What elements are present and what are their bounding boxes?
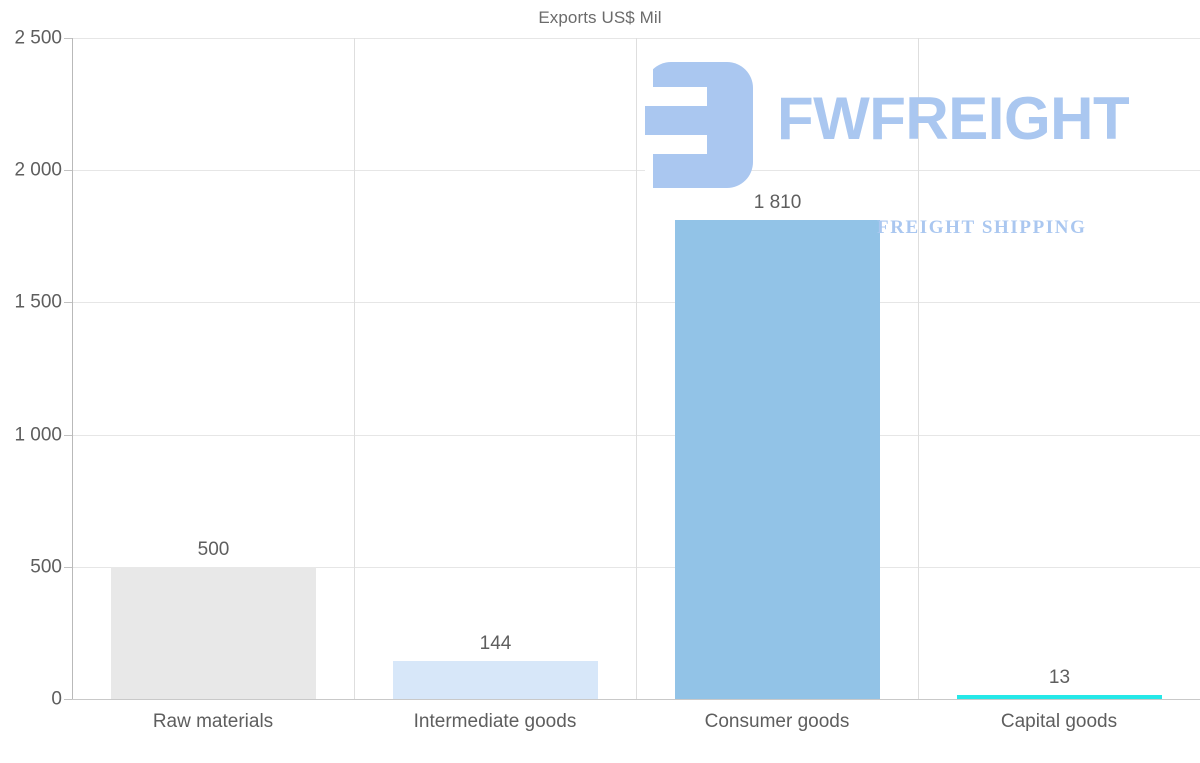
- x-tick-label: Intermediate goods: [413, 711, 577, 732]
- y-tick-mark: [64, 435, 72, 436]
- y-tick-label: 1 000: [14, 424, 62, 446]
- y-tick-label: 500: [30, 556, 62, 578]
- bar[interactable]: [111, 566, 316, 699]
- y-tick-label: 1 500: [14, 291, 62, 313]
- bar-value-label: 144: [479, 632, 512, 654]
- bar[interactable]: [957, 695, 1162, 699]
- y-tick-mark: [64, 170, 72, 171]
- y-tick-mark: [64, 699, 72, 700]
- bar-value-label: 13: [1048, 667, 1071, 688]
- x-tick-label: Consumer goods: [704, 711, 850, 732]
- y-axis-line: [72, 38, 73, 700]
- bar-value-label: 1 810: [753, 192, 802, 214]
- gridline-vertical: [918, 38, 919, 699]
- y-tick-mark: [64, 302, 72, 303]
- plot-area: [72, 38, 1200, 699]
- gridline-vertical: [636, 38, 637, 699]
- bar-value-label: 500: [197, 538, 230, 560]
- y-tick-label: 0: [51, 688, 62, 710]
- bar[interactable]: [675, 220, 880, 699]
- gridline-vertical: [354, 38, 355, 699]
- x-axis-line: [72, 699, 1200, 700]
- y-tick-mark: [64, 567, 72, 568]
- x-tick-label: Raw materials: [152, 711, 274, 732]
- y-tick-mark: [64, 38, 72, 39]
- x-tick-label: Capital goods: [1000, 711, 1118, 732]
- chart-title: Exports US$ Mil: [538, 8, 662, 27]
- y-tick-label: 2 000: [14, 159, 62, 181]
- y-tick-label: 2 500: [14, 27, 62, 49]
- bar[interactable]: [393, 660, 598, 699]
